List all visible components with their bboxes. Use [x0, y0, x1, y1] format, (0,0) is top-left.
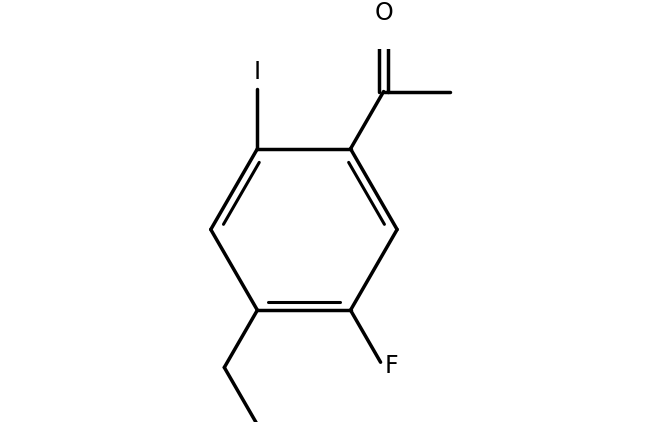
- Text: I: I: [254, 60, 261, 83]
- Text: O: O: [374, 1, 393, 25]
- Text: F: F: [385, 354, 398, 377]
